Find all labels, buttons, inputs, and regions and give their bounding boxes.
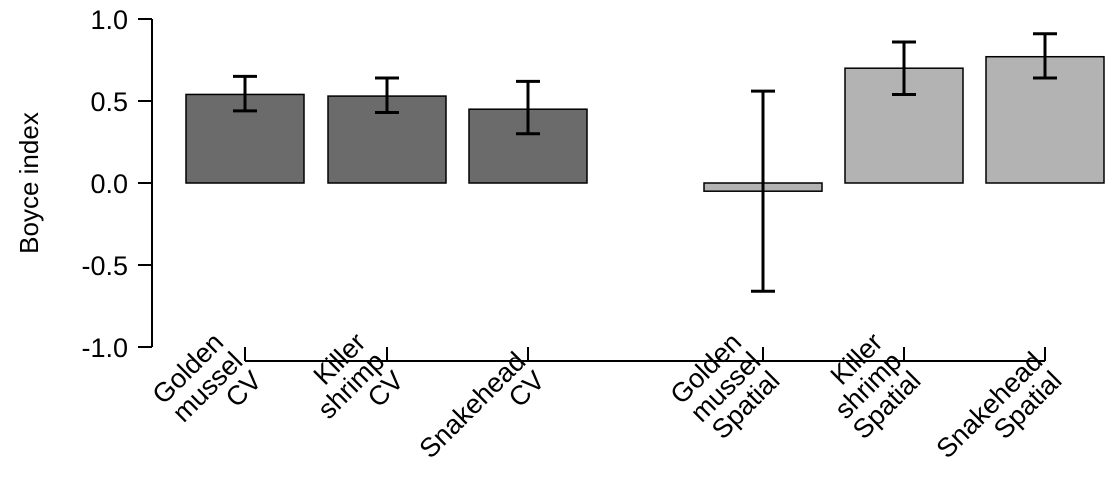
x-tick-labels: GoldenmusselCV KillershrimpCV SnakeheadCV G… bbox=[147, 327, 1068, 483]
y-tick-label: -0.5 bbox=[81, 251, 128, 281]
error-bars bbox=[233, 32, 1057, 293]
x-tick-label: SnakeheadCV bbox=[414, 346, 551, 483]
y-axis: -1.0 -0.5 0.0 0.5 1.0 bbox=[81, 5, 153, 363]
y-tick-label: 0.5 bbox=[90, 87, 128, 117]
y-tick-label: -1.0 bbox=[81, 333, 128, 363]
x-tick-label: SnakeheadSpatial bbox=[931, 346, 1068, 483]
y-tick-label: 0.0 bbox=[90, 169, 128, 199]
x-tick-label: GoldenmusselCV bbox=[147, 327, 268, 448]
x-tick-label: GoldenmusselSpatial bbox=[665, 327, 786, 448]
y-axis-label: Boyce index bbox=[14, 112, 44, 254]
x-tick-label-line: Snakehead bbox=[414, 346, 532, 464]
y-tick-label: 1.0 bbox=[90, 5, 128, 35]
bars bbox=[185, 55, 1105, 192]
x-tick-label: KillershrimpSpatial bbox=[809, 327, 927, 445]
x-tick-label: KillershrimpCV bbox=[293, 327, 410, 444]
x-axis bbox=[244, 347, 1046, 362]
bar bbox=[327, 95, 447, 184]
